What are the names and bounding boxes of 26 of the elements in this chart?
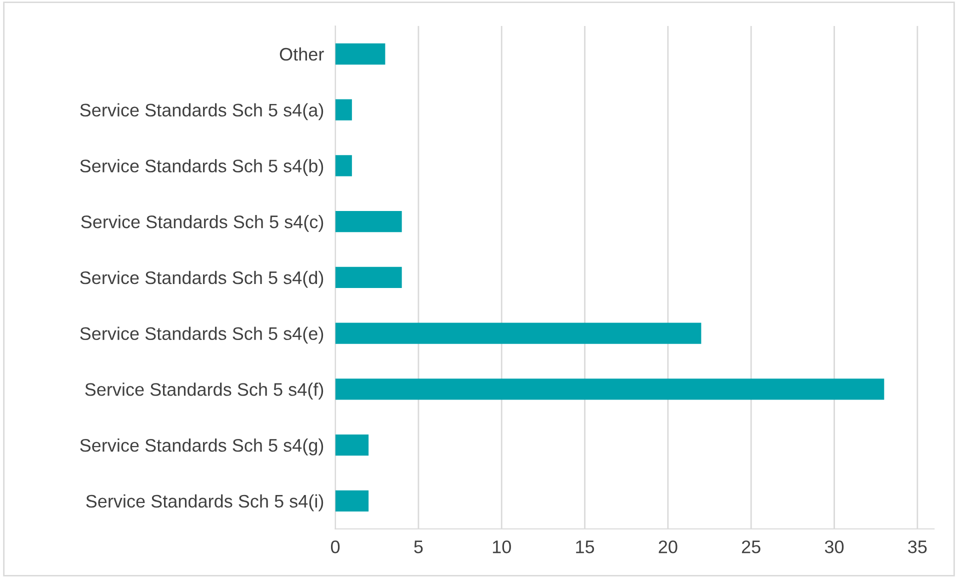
- x-tick-label: 15: [576, 540, 594, 554]
- y-tick-label: Service Standards Sch 5 s4(i): [86, 494, 324, 512]
- x-tick-label: 5: [414, 540, 423, 554]
- x-tick-label: 35: [908, 540, 927, 554]
- bar: [335, 378, 884, 400]
- x-tick-label: 0: [330, 540, 340, 554]
- x-tick-label: 30: [824, 540, 844, 554]
- bar: [335, 43, 386, 65]
- bar: [335, 266, 402, 288]
- y-tick-label: Service Standards Sch 5 s4(f): [85, 382, 324, 400]
- x-tick-label: 25: [742, 540, 760, 554]
- y-tick-label: Service Standards Sch 5 s4(e): [80, 326, 324, 344]
- y-tick-label: Service Standards Sch 5 s4(c): [81, 215, 324, 232]
- bar: [335, 322, 702, 344]
- bar: [335, 490, 369, 512]
- bar: [335, 210, 402, 232]
- y-tick-label: Other: [280, 47, 324, 61]
- bar: [335, 155, 352, 176]
- y-tick-label: Service Standards Sch 5 s4(a): [80, 103, 324, 120]
- bar: [335, 434, 369, 456]
- y-tick-label: Service Standards Sch 5 s4(d): [80, 270, 324, 288]
- y-tick-label: Service Standards Sch 5 s4(g): [80, 438, 324, 456]
- x-tick-label: 20: [658, 540, 678, 554]
- x-tick-label: 10: [492, 540, 511, 554]
- y-tick-label: Service Standards Sch 5 s4(b): [80, 159, 324, 176]
- bar: [335, 99, 352, 120]
